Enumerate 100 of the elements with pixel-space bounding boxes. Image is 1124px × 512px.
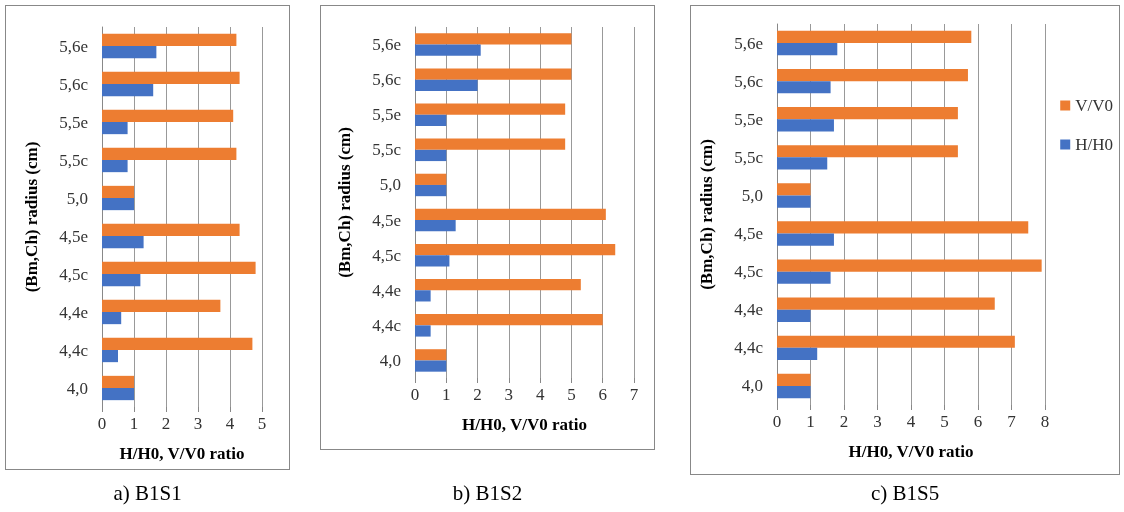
x-tick-label: 8 [1040,412,1050,431]
bar [102,71,240,84]
bar [415,44,481,56]
legend-label: V/V0 [1075,96,1113,115]
bar [102,46,157,59]
x-tick-label: 3 [504,385,514,404]
bar [415,114,447,126]
bar [415,349,447,361]
x-tick-label: 1 [806,412,815,431]
bar [415,360,447,372]
bar [102,160,128,173]
y-tick-label: 4,5c [372,245,402,265]
bar [777,157,828,170]
bar [777,385,811,399]
y-tick-label: 4,5e [734,224,763,244]
bar [415,314,603,326]
bar [415,173,447,185]
bar [415,255,450,267]
bar [777,347,818,361]
y-tick-label: 4,5c [59,264,89,284]
bar [777,183,811,196]
x-tick-label: 4 [535,385,545,404]
x-tick-label: 4 [225,414,235,433]
y-tick-label: 5,5e [734,109,763,129]
x-axis-title: H/H0, V/V0 ratio [119,444,245,463]
bar [102,122,128,135]
y-tick-label: 4,5e [59,226,88,246]
bar [415,290,431,302]
bar [777,259,1042,272]
y-tick-label: 4,4e [59,302,88,322]
bar [777,233,834,246]
text: c) B1S5 [870,480,940,505]
y-axis-title: (Bm,Ch) radius (cm) [22,141,41,293]
y-tick-label: 4,4e [372,280,401,300]
bar [415,79,478,91]
bar [102,299,221,312]
x-tick-label: 1 [129,414,139,433]
x-tick-label: 2 [839,412,849,431]
text: a) B1S1 [113,480,182,505]
y-tick-label: 4,5c [734,262,764,282]
y-tick-label: 5,6e [59,36,88,56]
x-tick-label: 5 [567,385,576,404]
y-axis-title: (Bm,Ch) radius (cm) [697,139,716,290]
x-tick-label: 6 [598,385,607,404]
x-tick-label: 0 [97,414,107,433]
bar [777,81,831,94]
x-tick-label: 3 [193,414,203,433]
bar [102,147,237,160]
y-tick-label: 4,0 [66,378,88,398]
text: b) B1S2 [452,480,523,505]
y-tick-label: 5,5e [372,105,401,125]
x-tick-label: 3 [873,412,882,431]
bar [415,103,566,115]
y-tick-label: 5,0 [379,175,401,195]
bar [415,184,447,197]
bar [102,33,237,46]
bar [777,30,972,44]
y-tick-label: 4,4c [59,340,89,360]
y-tick-label: 4,5e [372,210,401,230]
bar [102,350,118,363]
bar [102,223,240,236]
bar [102,312,122,325]
bar [777,335,1015,348]
bar [415,243,616,256]
x-tick-label: 5 [257,414,267,433]
x-tick-label: 2 [473,385,482,404]
y-tick-label: 4,0 [741,376,763,396]
bar [415,279,581,291]
y-tick-label: 5,6e [372,35,401,55]
bar [415,325,431,337]
x-tick-label: 7 [1007,412,1017,431]
bar [777,119,834,132]
y-tick-label: 5,6c [372,70,402,90]
y-tick-label: 5,0 [66,188,88,208]
bar [415,68,572,80]
y-tick-label: 5,5e [59,112,88,132]
bar [777,373,811,386]
x-tick-label: 0 [410,385,420,404]
x-tick-label: 0 [772,412,782,431]
x-axis-title: H/H0, V/V0 ratio [462,415,587,434]
y-tick-label: 4,4c [372,315,402,335]
bar [102,274,141,287]
bar [102,84,154,97]
bar [102,236,144,249]
y-tick-label: 5,6c [734,71,764,91]
x-tick-label: 7 [629,385,639,404]
bar [102,198,134,211]
x-tick-label: 2 [161,414,171,433]
bar [777,68,968,82]
x-tick-label: 6 [973,412,983,431]
x-axis-title: H/H0, V/V0 ratio [848,442,974,461]
legend-label: H/H0 [1075,135,1113,154]
bar [777,271,831,284]
y-tick-label: 4,4c [734,338,764,358]
bar [777,145,958,158]
bar [777,43,838,56]
x-tick-label: 5 [940,412,949,431]
bar [777,195,811,208]
x-tick-label: 1 [442,385,451,404]
bar [102,109,234,122]
